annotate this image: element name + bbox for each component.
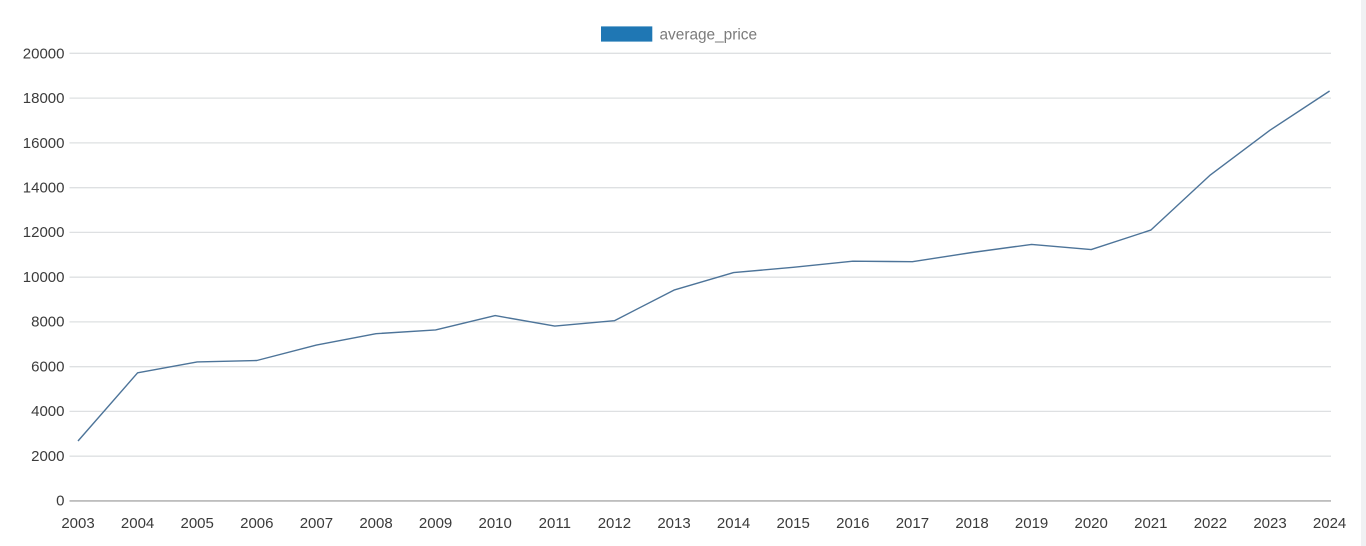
svg-text:16000: 16000 <box>23 135 65 152</box>
svg-text:2005: 2005 <box>181 515 214 532</box>
svg-text:2013: 2013 <box>657 515 690 532</box>
svg-text:2011: 2011 <box>539 515 571 532</box>
svg-text:8000: 8000 <box>31 314 64 331</box>
svg-text:2022: 2022 <box>1194 515 1227 532</box>
svg-text:2021: 2021 <box>1134 515 1167 532</box>
svg-text:12000: 12000 <box>23 224 65 241</box>
svg-text:2020: 2020 <box>1075 515 1108 532</box>
svg-text:10000: 10000 <box>23 269 65 286</box>
svg-text:2024: 2024 <box>1313 515 1346 532</box>
svg-text:6000: 6000 <box>31 358 64 375</box>
svg-text:0: 0 <box>56 493 64 510</box>
svg-text:2012: 2012 <box>598 515 631 532</box>
svg-text:average_price: average_price <box>660 27 758 44</box>
svg-text:2003: 2003 <box>61 515 94 532</box>
svg-text:20000: 20000 <box>23 45 65 62</box>
svg-text:2018: 2018 <box>955 515 988 532</box>
svg-text:2009: 2009 <box>419 515 452 532</box>
svg-text:2004: 2004 <box>121 515 154 532</box>
svg-text:2015: 2015 <box>777 515 810 532</box>
svg-text:2010: 2010 <box>479 515 512 532</box>
svg-text:2023: 2023 <box>1253 515 1286 532</box>
svg-text:2016: 2016 <box>836 515 869 532</box>
svg-text:4000: 4000 <box>31 403 64 420</box>
svg-text:18000: 18000 <box>23 90 65 107</box>
svg-text:2007: 2007 <box>300 515 333 532</box>
svg-text:14000: 14000 <box>23 180 65 197</box>
svg-text:2014: 2014 <box>717 515 750 532</box>
svg-text:2019: 2019 <box>1015 515 1048 532</box>
svg-text:2008: 2008 <box>359 515 392 532</box>
svg-text:2000: 2000 <box>31 448 64 465</box>
svg-text:2006: 2006 <box>240 515 273 532</box>
svg-text:2017: 2017 <box>896 515 929 532</box>
